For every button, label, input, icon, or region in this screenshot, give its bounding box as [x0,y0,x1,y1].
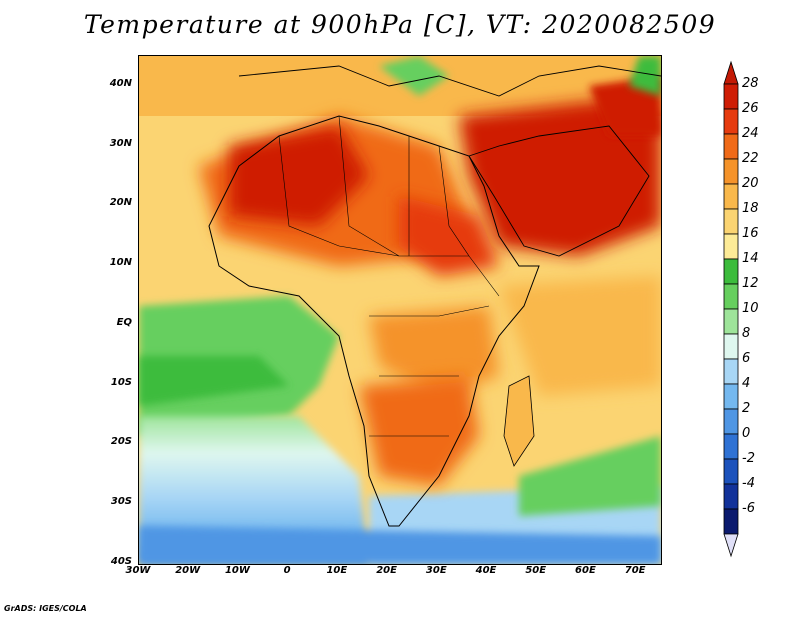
colorbar-tick-label: 24 [742,126,759,141]
lat-label: 10S [110,376,132,388]
lat-label: 10N [109,257,132,269]
lon-label: 30E [425,565,447,576]
colorbar-swatch [723,308,739,335]
lat-label: 40N [109,77,132,89]
colorbar-swatch [723,133,739,160]
colorbar-swatch [723,333,739,360]
colorbar-swatch [723,258,739,285]
colorbar-over-triangle [723,60,739,85]
colorbar-tick-label: 10 [742,301,759,316]
atlantic-dark-green [139,356,289,406]
lat-label: 20N [109,197,132,209]
lon-label: 30W [125,565,151,576]
colorbar-tick-label: 12 [742,276,759,291]
lon-label: 50E [525,565,547,576]
far-south-cold [139,526,661,564]
colorbar-tick-label: 22 [742,151,759,166]
lon-label: 20E [376,565,397,576]
europe-coastline [238,65,661,97]
colorbar-swatch [723,483,739,510]
colorbar-swatch [723,233,739,260]
lon-label: 10W [224,565,250,576]
colorbar-tick-label: 14 [742,251,759,266]
colorbar-tick-label: 2 [742,401,751,416]
alps-cool [379,56,449,96]
lat-label: 30N [109,137,132,149]
country-borders [278,115,500,437]
arabia-coastline [468,125,650,257]
colorbar [720,60,742,564]
colorbar-swatch [723,108,739,135]
colorbar-tick-label: 8 [742,326,751,341]
colorbar-under-triangle [723,533,739,558]
colorbar-tick-label: 6 [742,351,751,366]
colorbar-swatch [723,358,739,385]
colorbar-tick-label: 20 [742,176,759,191]
sahara-hot-west [229,126,369,226]
madagascar [503,375,535,467]
south-indian-green [519,436,661,516]
lon-label: 0 [283,565,291,576]
southern-africa-warm [359,376,479,486]
colorbar-swatches [723,60,739,558]
colorbar-tick-label: 4 [742,376,751,391]
lon-label: 70E [624,565,646,576]
colorbar-swatch [723,158,739,185]
lon-label: 60E [575,565,596,576]
lat-label: 30S [110,496,132,508]
south-atlantic-cool [139,416,369,564]
colorbar-tick-label: -6 [742,501,755,516]
colorbar-swatch [723,433,739,460]
chart-title: Temperature at 900hPa [C], VT: 202008250… [83,10,717,39]
footer-credit: GrADS: IGES/COLA [4,604,87,613]
colorbar-swatch [723,83,739,110]
colorbar-swatch [723,383,739,410]
indian-ocean-warm [499,276,661,396]
colorbar-swatch [723,208,739,235]
colorbar-tick-label: 18 [742,201,759,216]
temperature-map [139,56,661,564]
colorbar-swatch [723,283,739,310]
central-africa-warm [369,306,499,396]
africa-coastline [208,115,540,527]
colorbar-swatch [723,183,739,210]
colorbar-tick-label: -4 [742,476,755,491]
colorbar-tick-label: 28 [742,76,759,91]
caucasus-cool [629,56,661,96]
colorbar-tick-label: -2 [742,451,755,466]
lon-label: 10E [326,565,348,576]
colorbar-swatch [723,508,739,535]
lat-label: 40S [110,556,132,567]
lon-label: 20W [175,565,201,576]
lon-label: 40E [475,565,497,576]
colorbar-tick-label: 26 [742,101,759,116]
colorbar-tick-label: 16 [742,226,759,241]
colorbar-swatch [723,408,739,435]
colorbar-swatch [723,458,739,485]
lat-label: 20S [110,436,132,448]
lat-label: EQ [116,316,132,328]
iran-hot [589,76,661,136]
colorbar-tick-label: 0 [742,426,751,441]
map-panel [138,55,662,565]
